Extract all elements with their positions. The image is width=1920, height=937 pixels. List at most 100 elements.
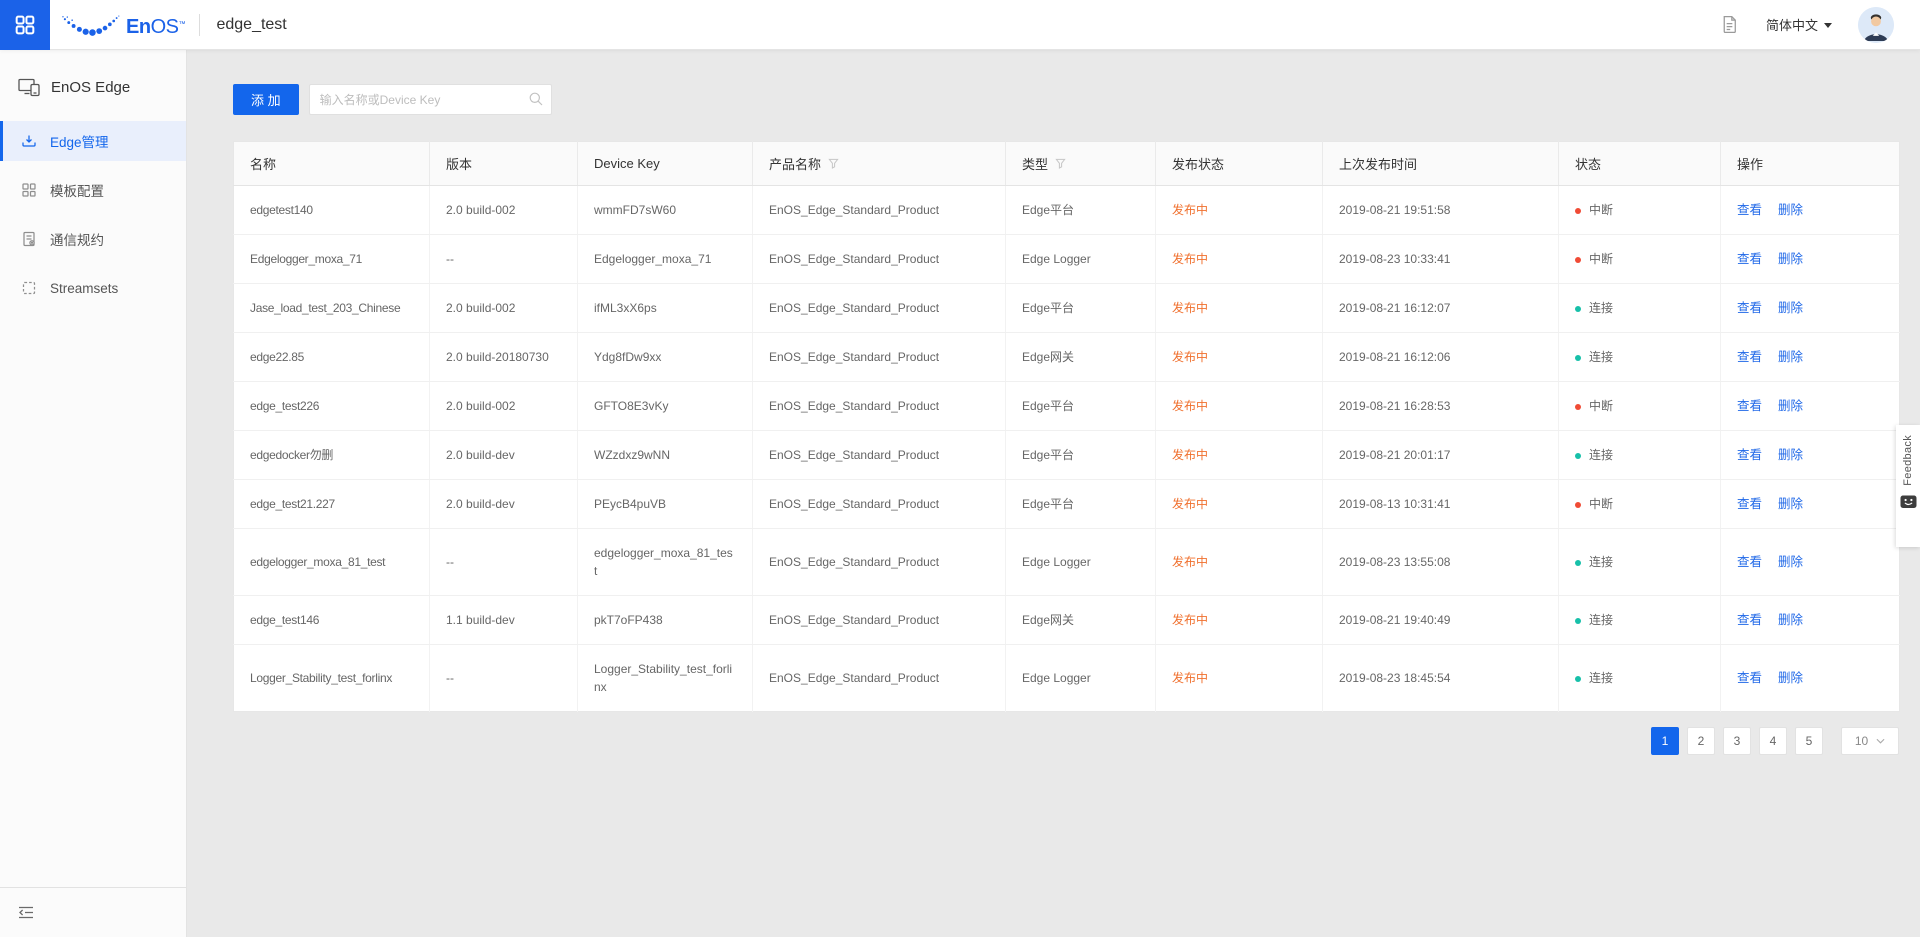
connection-status: 中断 [1589,399,1614,413]
view-link[interactable]: 查看 [1737,448,1763,462]
device-type: Edge平台 [1005,479,1156,529]
title-divider [199,13,201,36]
search-input[interactable] [308,84,552,115]
device-name: Logger_Stability_test_forlinx [250,671,393,685]
view-link[interactable]: 查看 [1737,399,1763,413]
status-dot-icon [1575,675,1581,682]
search-icon[interactable] [528,91,544,112]
delete-link[interactable]: 删除 [1778,613,1804,627]
device-type: Edge平台 [1005,283,1156,333]
language-label: 简体中文 [1765,18,1818,33]
delete-link[interactable]: 删除 [1778,203,1804,217]
device-version: 2.0 build-002 [429,283,578,333]
view-link[interactable]: 查看 [1737,671,1763,685]
device-name: Jase_load_test_203_Chinese [250,301,401,315]
add-button[interactable]: 添 加 [233,84,299,115]
sidebar-item-label: 通信规约 [50,233,104,248]
view-link[interactable]: 查看 [1737,252,1763,266]
sidebar-item-label: Streamsets [50,280,119,296]
filter-icon[interactable] [1055,158,1066,169]
device-table: 名称 版本 Device Key 产品名称 类型 [233,141,1900,712]
view-link[interactable]: 查看 [1737,497,1763,511]
top-bar: EnOS ™ edge_test 简体中文 [0,0,1920,50]
publish-time: 2019-08-21 19:40:49 [1322,595,1559,645]
product-name: EnOS_Edge_Standard_Product [752,234,1006,284]
page-button[interactable]: 5 [1795,727,1823,755]
product-name: EnOS_Edge_Standard_Product [752,185,1006,235]
device-name: edgetest140 [250,203,313,217]
toolbar: 添 加 [233,84,1900,115]
delete-link[interactable]: 删除 [1778,301,1804,315]
delete-link[interactable]: 删除 [1778,555,1804,569]
device-key: PEycB4puVB [577,479,753,529]
avatar[interactable] [1858,6,1894,43]
connection-status: 连接 [1589,555,1614,569]
edge-devices-icon [18,77,40,97]
chevron-down-icon [1876,738,1885,744]
device-version: 1.1 build-dev [429,595,578,645]
sidebar-item-template-config[interactable]: 模板配置 [0,170,186,210]
view-link[interactable]: 查看 [1737,203,1763,217]
publish-status: 发布中 [1172,301,1209,315]
table-row: Jase_load_test_203_Chinese 2.0 build-002… [233,283,1900,333]
device-key: wmmFD7sW60 [577,185,753,235]
page-button[interactable]: 3 [1723,727,1751,755]
sidebar-item-protocol[interactable]: 通信规约 [0,219,186,259]
device-version: 2.0 build-002 [429,185,578,235]
status-dot-icon [1575,559,1581,566]
language-selector[interactable]: 简体中文 [1766,15,1832,34]
publish-status: 发布中 [1172,203,1209,217]
sidebar-title-label: EnOS Edge [51,78,131,96]
product-name: EnOS_Edge_Standard_Product [752,332,1006,382]
page-button[interactable]: 4 [1759,727,1787,755]
delete-link[interactable]: 删除 [1778,252,1804,266]
table-row: edge_test226 2.0 build-002 GFTO8E3vKy En… [233,381,1900,431]
feedback-tab[interactable]: Feedback [1896,425,1920,547]
device-key: GFTO8E3vKy [577,381,753,431]
status-dot-icon [1575,256,1581,263]
streamsets-dashed-box-icon [21,280,37,296]
view-link[interactable]: 查看 [1737,613,1763,627]
view-link[interactable]: 查看 [1737,350,1763,364]
collapse-sidebar-icon[interactable] [17,905,35,920]
table-row: edgelogger_moxa_81_test -- edgelogger_mo… [233,528,1900,596]
publish-status: 发布中 [1172,448,1209,462]
delete-link[interactable]: 删除 [1778,350,1804,364]
page-size-select[interactable]: 10 [1841,727,1899,755]
feedback-icon [1900,495,1917,510]
page-button[interactable]: 2 [1687,727,1715,755]
delete-link[interactable]: 删除 [1778,399,1804,413]
device-name: edgelogger_moxa_81_test [250,555,386,569]
enos-logo: EnOS ™ [62,12,185,38]
app-launcher-button[interactable] [0,0,50,50]
table-row: Logger_Stability_test_forlinx -- Logger_… [233,644,1900,712]
view-link[interactable]: 查看 [1737,301,1763,315]
product-name: EnOS_Edge_Standard_Product [752,430,1006,480]
sidebar-item-edge-management[interactable]: Edge管理 [0,121,186,161]
document-icon[interactable] [1719,14,1740,35]
caret-down-icon [1824,22,1832,28]
device-name: edgedocker勿删 [250,448,334,462]
delete-link[interactable]: 删除 [1778,448,1804,462]
publish-time: 2019-08-23 13:55:08 [1322,528,1559,596]
search-box [308,84,552,115]
filter-icon[interactable] [828,158,839,169]
device-version: -- [429,234,578,284]
device-key: Ydg8fDw9xx [577,332,753,382]
connection-status: 连接 [1589,448,1614,462]
device-key: ifML3xX6ps [577,283,753,333]
sidebar-item-streamsets[interactable]: Streamsets [0,268,186,308]
feedback-label: Feedback [1902,435,1914,486]
protocol-document-icon [21,231,37,247]
enos-logo-text: EnOS [126,15,179,38]
status-dot-icon [1575,354,1581,361]
publish-time: 2019-08-23 18:45:54 [1322,644,1559,712]
view-link[interactable]: 查看 [1737,555,1763,569]
sidebar-item-label: Edge管理 [50,135,109,150]
delete-link[interactable]: 删除 [1778,497,1804,511]
device-version: 2.0 build-dev [429,479,578,529]
sidebar-title: EnOS Edge [0,50,186,121]
page-button[interactable]: 1 [1651,727,1679,755]
page-size-value: 10 [1854,734,1869,748]
delete-link[interactable]: 删除 [1778,671,1804,685]
